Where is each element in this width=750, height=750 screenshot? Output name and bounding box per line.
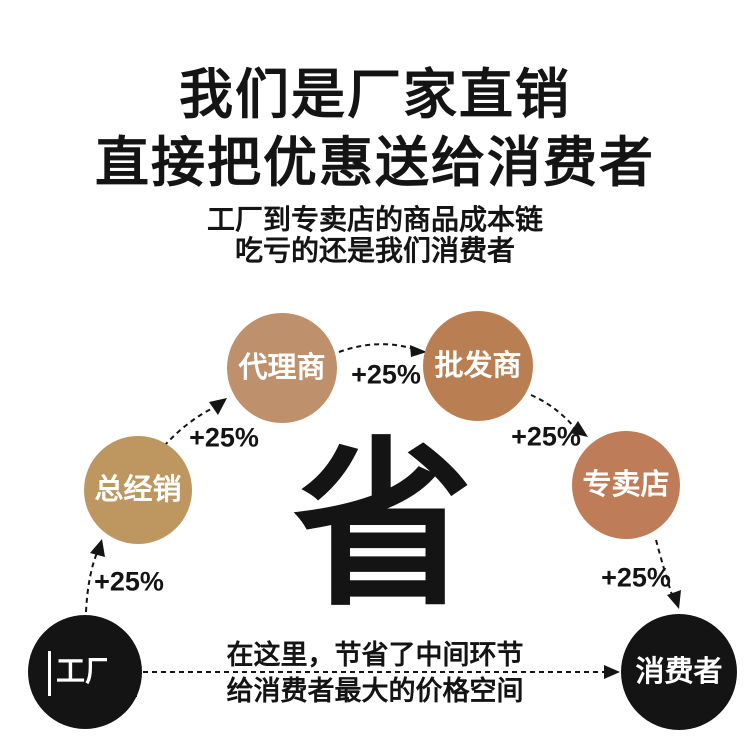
node-wholesaler-label: 批发商 [434,349,522,382]
footer-line-1: 在这里，节省了中间环节 [226,640,524,670]
arrow-agent-to-wholesaler [338,343,415,353]
factory-black-rect [107,651,137,697]
node-consumer-label: 消费者 [635,655,723,688]
increment-label-5: +25% [601,562,671,593]
node-agent-label: 代理商 [238,351,326,384]
subtitle-line-2: 吃亏的还是我们消费者 [234,235,515,266]
node-general-distributor: 总经销 [84,436,192,544]
footer-line-2: 给消费者最大的价格空间 [226,676,524,706]
increment-label-4: +25% [511,421,581,452]
node-exclusive-store-label: 专卖店 [582,468,670,501]
increment-label-1: +25% [94,566,164,597]
title-line-1: 我们是厂家直销 [179,65,571,125]
save-character: 省 [292,422,473,631]
node-factory-label: 工厂 [55,655,114,688]
increment-label-2: +25% [189,422,259,453]
node-consumer: 消费者 [621,614,737,730]
title-line-2: 直接把优惠送给消费者 [95,133,655,193]
node-agent: 代理商 [227,313,337,423]
increment-label-3: +25% [351,359,421,390]
factory-white-bar [48,651,51,696]
subtitle-line-1: 工厂到专卖店的商品成本链 [206,204,543,235]
node-wholesaler: 批发商 [423,311,533,421]
node-exclusive-store: 专卖店 [572,431,680,539]
node-general-distributor-label: 总经销 [94,473,182,506]
arrowhead-general-to-agent [209,398,227,415]
